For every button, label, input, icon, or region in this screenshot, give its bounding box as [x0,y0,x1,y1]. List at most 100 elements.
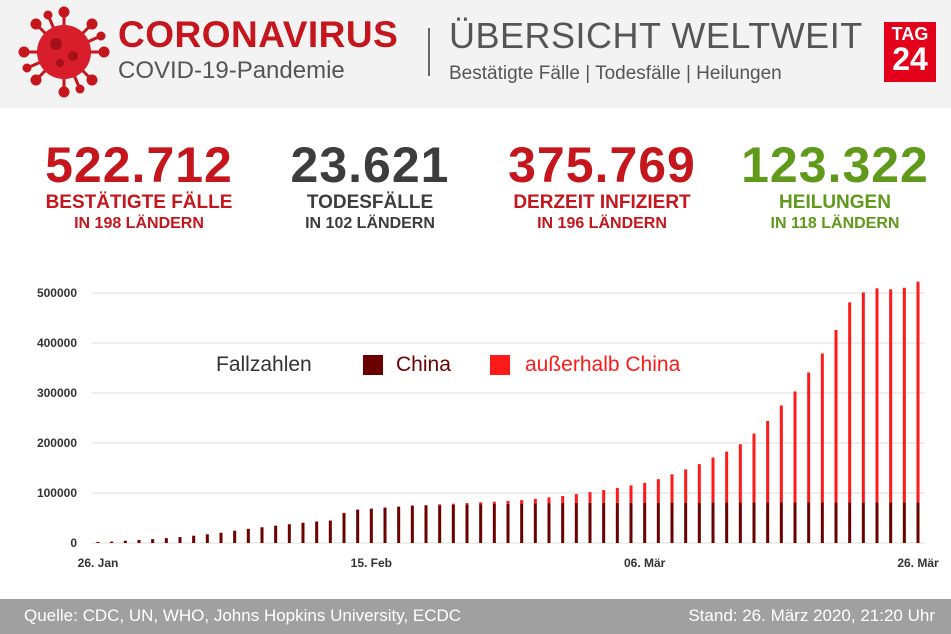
stat-value: 522.712 [45,137,233,193]
bar-china [233,530,237,543]
bar-china [192,535,196,543]
bar-outside-china [684,469,688,503]
stat-confirmed: 522.712 BESTÄTIGTE FÄLLE IN 198 LÄNDERN [24,140,254,234]
case-chart: 0 100000 200000 300000 400000 500000 26. Jan 1… [37,281,939,570]
stat-sublabel: IN 198 LÄNDERN [74,215,204,232]
bar-china [205,534,209,543]
logo-text-bottom: 24 [892,41,928,77]
stat-sublabel: IN 196 LÄNDERN [537,215,667,232]
stat-value: 375.769 [508,137,696,193]
bar-china [834,502,838,543]
bar-outside-china [711,457,715,503]
bar-outside-china [602,490,606,503]
bar-china [520,503,524,543]
legend-label-outside-china: außerhalb China [525,353,681,376]
bar-china [684,502,688,543]
bar-china [615,502,619,543]
stat-label: DERZEIT INFIZIERT [513,192,691,213]
bar-china [889,502,893,543]
bar-china [875,502,879,543]
timestamp-text: Stand: 26. März 2020, 21:20 Uhr [688,606,935,625]
header: CORONAVIRUS COVID-19-Pandemie ÜBERSICHT … [0,0,951,108]
bar-outside-china [520,500,524,504]
bar-outside-china [725,451,729,503]
bar-outside-china [834,329,838,503]
bar-outside-china [574,494,578,503]
legend-label-china: China [396,353,451,376]
bar-outside-china [738,444,742,503]
bar-china [369,508,373,543]
bar-outside-china [752,433,756,503]
y-tick-label: 200000 [37,436,77,450]
bar-china [533,503,537,543]
bar-china [315,521,319,543]
overview-subtitle: Bestätigte Fälle | Todesfälle | Heilunge… [449,63,782,84]
bar-outside-china [561,496,565,503]
bar-china [643,502,647,543]
bar-china [96,542,100,543]
bar-outside-china [410,505,414,506]
bar-china [137,540,141,543]
bar-china [356,509,360,543]
stat-recovered: 123.322 HEILUNGEN IN 118 LÄNDERN [720,140,950,234]
x-tick-label: 15. Feb [351,556,392,570]
bar-outside-china [547,497,551,504]
bar-china [479,504,483,543]
bar-china [465,504,469,543]
bar-china [328,520,332,543]
stat-value: 23.621 [290,137,450,193]
bar-outside-china [670,474,674,503]
bar-china [110,541,114,543]
bar-china [561,503,565,543]
y-axis-ticks: 0 100000 200000 300000 400000 500000 [37,286,77,550]
stat-value: 123.322 [741,137,929,193]
bar-china [820,502,824,543]
x-axis-ticks: 26. Jan 15. Feb 06. Mär 26. Mär [78,556,939,570]
bar-outside-china [506,500,510,504]
bar-china [397,506,401,543]
bar-outside-china [438,504,442,506]
bar-outside-china [902,287,906,503]
coronavirus-icon [18,6,110,98]
bar-china [711,502,715,543]
bar-china [164,538,168,543]
stat-sublabel: IN 102 LÄNDERN [305,215,435,232]
bar-outside-china [615,487,619,503]
bar-china [219,532,223,543]
logo-text-top: TAG [891,24,929,44]
x-tick-label: 26. Mär [897,556,939,570]
bar-china [861,502,865,543]
stat-deaths: 23.621 TODESFÄLLE IN 102 LÄNDERN [255,140,485,234]
footer: Quelle: CDC, UN, WHO, Johns Hopkins Univ… [0,599,951,634]
stat-label: TODESFÄLLE [306,192,434,213]
bar-outside-china [424,504,428,506]
bar-china [916,502,920,543]
bar-china [574,502,578,543]
stat-active: 375.769 DERZEIT INFIZIERT IN 196 LÄNDERN [487,140,717,234]
stat-sublabel: IN 118 LÄNDERN [770,215,900,232]
bar-china [274,525,278,543]
x-tick-label: 26. Jan [78,556,119,570]
overview-title: ÜBERSICHT WELTWEIT [449,15,863,56]
legend-title: Fallzahlen [216,353,312,376]
bar-china [547,503,551,543]
source-text: Quelle: CDC, UN, WHO, Johns Hopkins Univ… [24,606,462,625]
bar-outside-china [916,281,920,503]
bar-outside-china [465,503,469,505]
bar-china [602,502,606,543]
bar-china [902,502,906,543]
y-tick-label: 100000 [37,486,77,500]
bar-outside-china [848,302,852,503]
bar-outside-china [861,292,865,503]
bar-outside-china [656,479,660,503]
bar-china [410,505,414,543]
bar-china [438,505,442,543]
bar-china [246,529,250,543]
x-tick-label: 06. Mär [624,556,666,570]
stat-label: BESTÄTIGTE FÄLLE [45,192,233,213]
legend-swatch-outside-china [490,355,510,375]
y-tick-label: 400000 [37,336,77,350]
bar-outside-china [697,464,701,503]
tag24-logo[interactable]: TAG 24 [884,22,936,82]
bar-china [151,539,155,543]
